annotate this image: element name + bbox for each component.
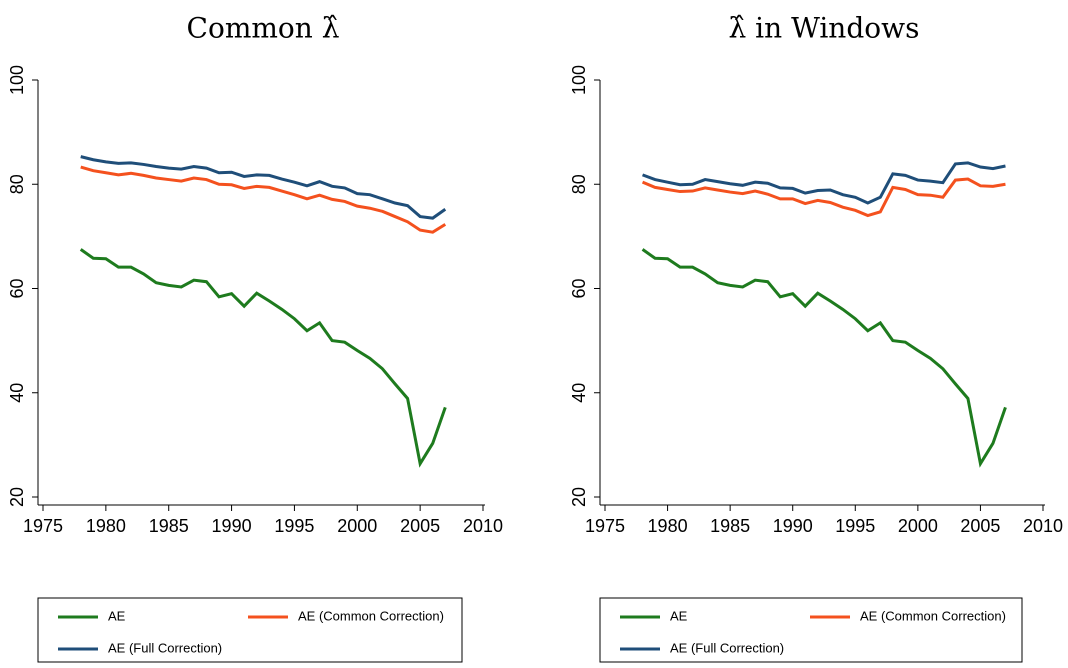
- line-series: [79, 248, 447, 468]
- x-tick-label: 2000: [337, 516, 377, 536]
- y-tick-label: 20: [569, 487, 589, 507]
- y-tick-label: 20: [7, 487, 27, 507]
- x-tick-label: 1975: [23, 516, 63, 536]
- y-tick-label: 100: [569, 65, 589, 95]
- legend-label: AE (Common Correction): [298, 608, 444, 623]
- line-series: [642, 161, 1006, 205]
- y-tick-label: 60: [569, 278, 589, 298]
- line-series: [80, 165, 447, 234]
- legend-label: AE (Full Correction): [108, 640, 222, 655]
- legend-box: [37, 597, 463, 663]
- x-tick-label: 2000: [898, 516, 938, 536]
- y-tick-label: 100: [7, 65, 27, 95]
- legend-label: AE (Full Correction): [670, 640, 784, 655]
- chart-title: λ̂ in Windows: [729, 12, 920, 45]
- legend-label: AE (Common Correction): [860, 608, 1006, 623]
- x-tick-label: 2005: [400, 516, 440, 536]
- legend-label: AE: [670, 608, 688, 623]
- x-tick-label: 2005: [960, 516, 1000, 536]
- line-series: [641, 248, 1007, 468]
- x-tick-label: 2010: [463, 516, 503, 536]
- x-tick-label: 1985: [149, 516, 189, 536]
- legend-label: AE: [108, 608, 126, 623]
- chart-title: Common λ̂: [187, 12, 340, 45]
- x-tick-label: 1975: [585, 516, 625, 536]
- y-tick-label: 60: [7, 278, 27, 298]
- y-tick-label: 40: [7, 383, 27, 403]
- x-tick-label: 1990: [773, 516, 813, 536]
- y-tick-label: 40: [569, 383, 589, 403]
- y-tick-label: 80: [7, 174, 27, 194]
- x-tick-label: 2010: [1023, 516, 1063, 536]
- x-tick-label: 1980: [648, 516, 688, 536]
- legend-box: [599, 597, 1023, 663]
- x-tick-label: 1995: [835, 516, 875, 536]
- x-tick-label: 1990: [212, 516, 252, 536]
- line-series: [641, 177, 1006, 218]
- x-tick-label: 1980: [86, 516, 126, 536]
- x-tick-label: 1995: [274, 516, 314, 536]
- line-series: [80, 155, 447, 220]
- y-tick-label: 80: [569, 174, 589, 194]
- x-tick-label: 1985: [710, 516, 750, 536]
